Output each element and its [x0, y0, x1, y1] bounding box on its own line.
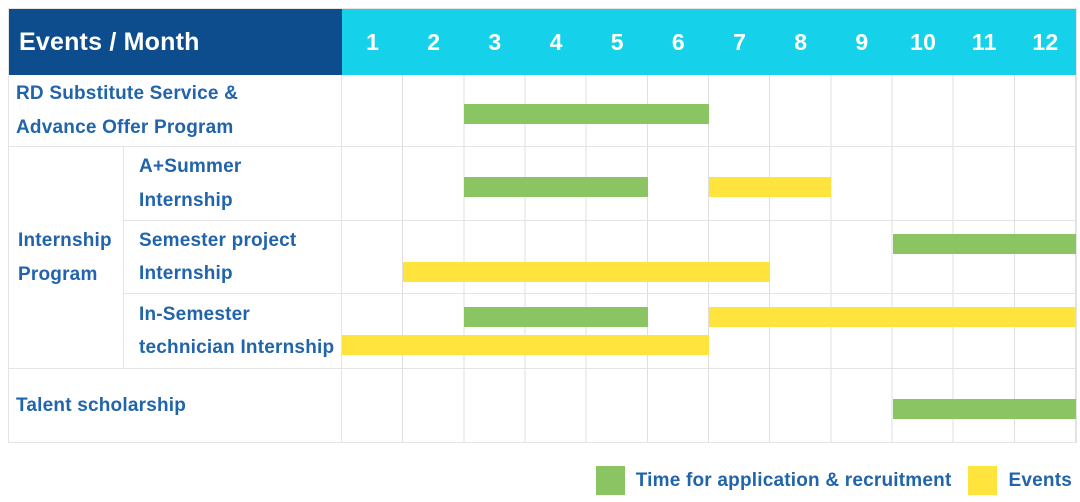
bar-application-recruitment: [464, 103, 709, 124]
legend-swatch-green-icon: [595, 466, 625, 495]
row-label-a-plus-summer: A+Summer Internship: [124, 147, 342, 221]
legend-item-events: Events: [968, 466, 1072, 495]
month-header-12: 12: [1014, 9, 1076, 75]
bar-application-recruitment: [892, 398, 1076, 419]
bar-application-recruitment: [464, 176, 648, 197]
month-header-9: 9: [831, 9, 893, 75]
legend: Time for application & recruitment Event…: [0, 466, 1072, 495]
row-label-talent-scholarship: Talent scholarship: [9, 369, 342, 442]
legend-label-application-recruitment: Time for application & recruitment: [635, 469, 952, 491]
month-header-5: 5: [586, 9, 648, 75]
month-header-2: 2: [403, 9, 465, 75]
gantt-table: Events / Month 1 2 3 4 5 6 7 8 9 10 11 1…: [8, 8, 1077, 443]
bar-events: [342, 335, 709, 355]
legend-label-events: Events: [1008, 469, 1072, 491]
row-label-rd-substitute: RD Substitute Service & Advance Offer Pr…: [9, 75, 342, 147]
month-header-4: 4: [525, 9, 587, 75]
bar-events: [709, 307, 1076, 327]
timeline-row-rd-substitute: [342, 75, 1076, 147]
legend-swatch-yellow-icon: [968, 466, 998, 495]
month-header-1: 1: [342, 9, 404, 75]
month-header-6: 6: [647, 9, 709, 75]
month-header-3: 3: [464, 9, 526, 75]
month-header-7: 7: [709, 9, 771, 75]
timeline-row-in-semester-technician: [342, 294, 1076, 369]
bar-application-recruitment: [464, 307, 648, 327]
bar-events: [403, 262, 771, 282]
month-header-8: 8: [770, 9, 832, 75]
bar-events: [709, 176, 832, 197]
bar-application-recruitment: [892, 234, 1076, 254]
timeline-row-talent-scholarship: [342, 369, 1076, 442]
timeline-row-a-plus-summer: [342, 147, 1076, 221]
month-header-11: 11: [953, 9, 1015, 75]
timeline-row-semester-project: [342, 221, 1076, 294]
row-label-in-semester-technician: In-Semester technician Internship: [124, 294, 342, 369]
month-header-10: 10: [892, 9, 954, 75]
legend-item-application-recruitment: Time for application & recruitment: [595, 466, 952, 495]
group-label-internship-program: Internship Program: [9, 147, 124, 369]
row-label-semester-project: Semester project Internship: [124, 221, 342, 294]
table-title-cell: Events / Month: [9, 9, 342, 75]
